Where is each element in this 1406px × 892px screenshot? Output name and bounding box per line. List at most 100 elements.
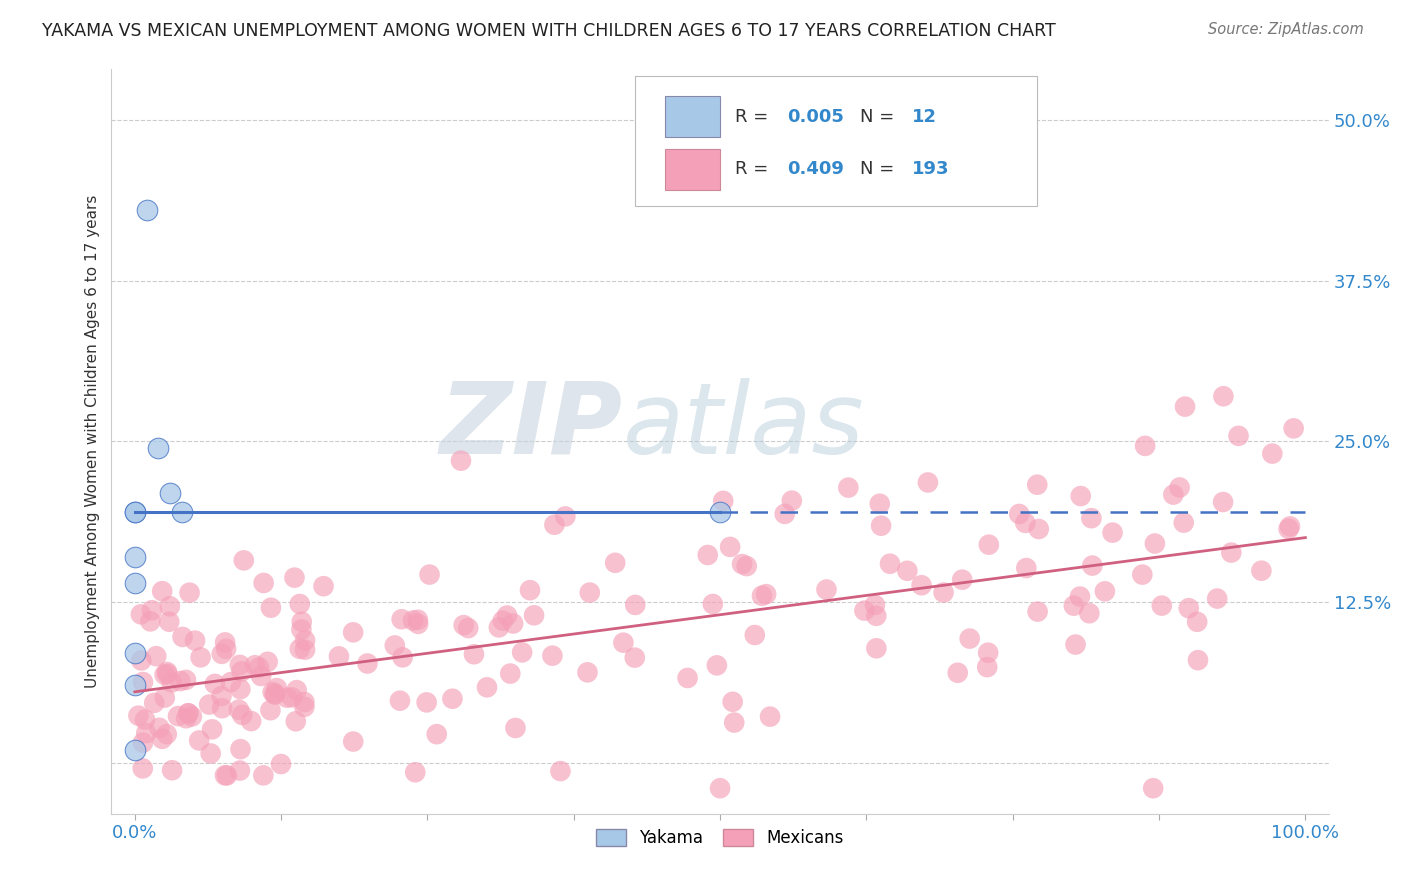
Point — [1078, 606, 1101, 620]
Point — [156, 727, 179, 741]
Point — [132, 675, 155, 690]
Point — [243, 658, 266, 673]
Text: YAKAMA VS MEXICAN UNEMPLOYMENT AMONG WOMEN WITH CHILDREN AGES 6 TO 17 YEARS CORR: YAKAMA VS MEXICAN UNEMPLOYMENT AMONG WOM… — [42, 22, 1056, 40]
Point — [215, 641, 238, 656]
Point — [870, 518, 893, 533]
Point — [865, 641, 887, 656]
Point — [744, 628, 766, 642]
Point — [135, 202, 157, 217]
Point — [229, 682, 252, 697]
Point — [167, 709, 190, 723]
Point — [211, 647, 233, 661]
Point — [1026, 605, 1049, 619]
Point — [932, 585, 955, 599]
Point — [153, 690, 176, 705]
Point — [214, 768, 236, 782]
Point — [259, 703, 281, 717]
Point — [576, 665, 599, 680]
Point — [124, 646, 146, 660]
Point — [488, 620, 510, 634]
Point — [292, 699, 315, 714]
Point — [605, 556, 627, 570]
Point — [156, 665, 179, 679]
Point — [211, 689, 233, 703]
Point — [190, 650, 212, 665]
Point — [160, 763, 183, 777]
Point — [150, 584, 173, 599]
Point — [612, 635, 634, 649]
Point — [453, 618, 475, 632]
Point — [863, 598, 886, 612]
Point — [135, 726, 157, 740]
Point — [869, 497, 891, 511]
Text: ZIP: ZIP — [440, 378, 623, 475]
Point — [1173, 516, 1195, 530]
Point — [1142, 781, 1164, 796]
Point — [1250, 564, 1272, 578]
Point — [160, 675, 183, 690]
Point — [134, 713, 156, 727]
Point — [1064, 638, 1087, 652]
Point — [499, 666, 522, 681]
Point — [153, 667, 176, 681]
Point — [281, 690, 304, 705]
Point — [406, 616, 429, 631]
Point — [1278, 519, 1301, 533]
Point — [910, 578, 932, 592]
Point — [198, 698, 221, 712]
Point — [124, 575, 146, 590]
Point — [288, 641, 311, 656]
Point — [751, 589, 773, 603]
Point — [276, 690, 298, 705]
Point — [141, 603, 163, 617]
Point — [415, 695, 437, 709]
Point — [731, 557, 754, 571]
Bar — [665, 149, 720, 190]
Point — [172, 630, 194, 644]
Point — [1070, 489, 1092, 503]
Point — [159, 599, 181, 614]
Text: R =: R = — [735, 161, 773, 178]
Point — [419, 567, 441, 582]
Point — [837, 481, 859, 495]
Point — [294, 642, 316, 657]
Point — [260, 600, 283, 615]
Text: atlas: atlas — [623, 378, 865, 475]
Point — [1227, 429, 1250, 443]
Point — [170, 505, 193, 519]
Point — [510, 645, 533, 659]
Point — [1026, 477, 1049, 491]
Point — [1178, 601, 1201, 615]
Text: R =: R = — [735, 108, 773, 126]
Point — [1168, 480, 1191, 494]
Point — [129, 607, 152, 622]
Point — [256, 655, 278, 669]
Point — [124, 505, 146, 519]
Point — [541, 648, 564, 663]
Point — [156, 666, 179, 681]
Text: 0.005: 0.005 — [787, 108, 844, 126]
Point — [976, 660, 998, 674]
Point — [231, 665, 253, 679]
Point — [977, 538, 1000, 552]
Point — [145, 649, 167, 664]
Point — [1101, 525, 1123, 540]
Text: 0.409: 0.409 — [787, 161, 844, 178]
Point — [1185, 615, 1208, 629]
Point — [240, 714, 263, 728]
Point — [1133, 439, 1156, 453]
Point — [1187, 653, 1209, 667]
Point — [328, 649, 350, 664]
Point — [543, 517, 565, 532]
Point — [1220, 545, 1243, 559]
Point — [721, 695, 744, 709]
Point — [711, 494, 734, 508]
Point — [1130, 567, 1153, 582]
Point — [865, 608, 887, 623]
Point — [406, 613, 429, 627]
Point — [159, 485, 181, 500]
Point — [291, 615, 314, 629]
Point — [676, 671, 699, 685]
Point — [127, 708, 149, 723]
Point — [523, 608, 546, 623]
